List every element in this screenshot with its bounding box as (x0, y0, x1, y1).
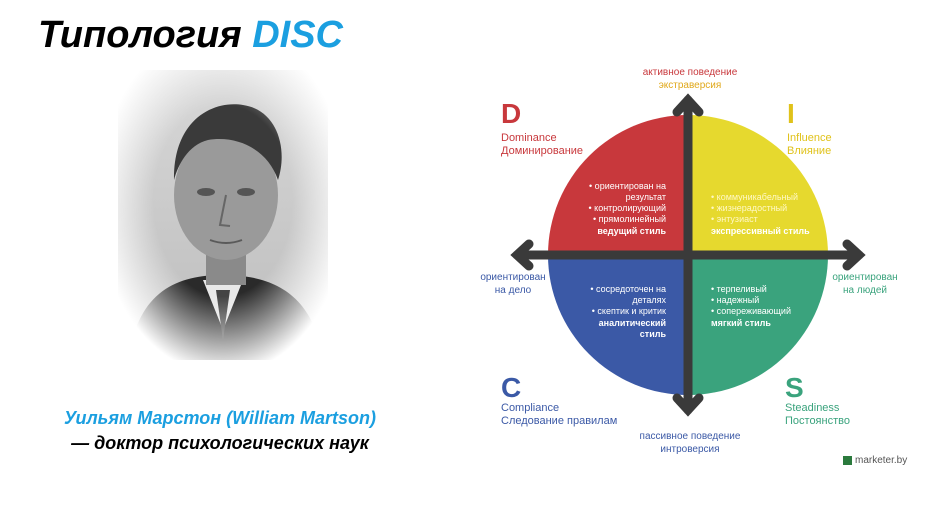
axis-top-line1: активное поведение (643, 67, 738, 78)
c-trait-3: • скептик и критик (592, 306, 666, 316)
s-trait-3: • сопереживающий (711, 306, 791, 316)
d-trait-4: • прямолинейный (593, 214, 666, 224)
i-letter: I (787, 98, 795, 129)
axis-top-line2: экстраверсия (659, 80, 722, 91)
quadrant-c (548, 255, 688, 395)
c-letter: C (501, 372, 521, 403)
s-style: мягкий стиль (711, 318, 771, 328)
d-style: ведущий стиль (597, 226, 666, 236)
c-trait-1: • сосредоточен на (590, 284, 666, 294)
brand-icon (843, 456, 852, 465)
d-trait-3: • контролирующий (589, 203, 667, 213)
d-name-en: Dominance (501, 132, 557, 144)
i-trait-3: • энтузиаст (711, 214, 758, 224)
brand-text: marketer.by (855, 455, 908, 466)
caption-name: Уильям Марстон (William Martson) (63, 408, 376, 428)
axis-bottom-line2: интроверсия (660, 444, 719, 455)
s-name-en: Steadiness (785, 402, 840, 414)
caption-role: — доктор психологических наук (71, 433, 369, 453)
i-name-en: Influence (787, 132, 832, 144)
axis-right-line2: на людей (843, 285, 887, 296)
i-trait-2: • жизнерадостный (711, 203, 787, 213)
s-name-ru: Постоянство (785, 415, 850, 427)
axis-right-line1: ориентирован (832, 272, 897, 283)
c-name-en: Compliance (501, 402, 559, 414)
brand-logo: marketer.by (843, 455, 907, 466)
axes (510, 93, 866, 417)
disc-diagram: активное поведение экстраверсия пассивно… (480, 67, 897, 455)
d-name-ru: Доминирование (501, 145, 583, 157)
s-letter: S (785, 372, 804, 403)
quadrant-d (548, 115, 688, 255)
i-trait-1: • коммуникабельный (711, 192, 798, 202)
i-style: экспрессивный стиль (711, 226, 810, 236)
s-trait-1: • терпеливый (711, 284, 767, 294)
c-style-2: стиль (640, 329, 667, 339)
axis-left-line1: ориентирован (480, 272, 545, 283)
c-trait-2: деталях (632, 295, 666, 305)
d-letter: D (501, 98, 521, 129)
portrait-photo (118, 70, 328, 360)
axis-left-line2: на дело (495, 285, 532, 296)
page-title: Типология DISC (38, 14, 343, 56)
page-title-accent: DISC (252, 14, 343, 56)
s-trait-2: • надежный (711, 295, 759, 305)
axis-bottom-line1: пассивное поведение (640, 431, 741, 442)
quadrant-i (688, 115, 828, 255)
c-style-1: аналитический (599, 318, 666, 328)
i-name-ru: Влияние (787, 145, 831, 157)
d-trait-2: результат (626, 192, 666, 202)
portrait-caption: Уильям Марстон (William Martson) — докто… (20, 408, 420, 454)
c-name-ru: Следование правилам (501, 415, 617, 427)
quadrant-s (688, 255, 828, 395)
d-trait-1: • ориентирован на (589, 181, 666, 191)
